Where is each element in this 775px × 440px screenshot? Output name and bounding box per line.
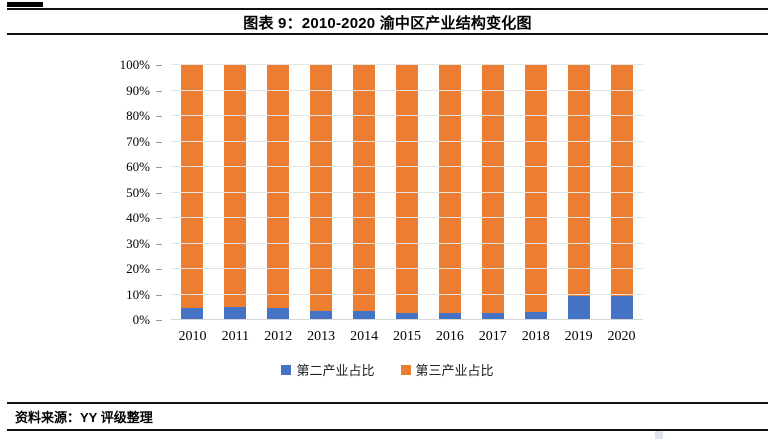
plot-area [171, 64, 643, 320]
y-axis-tick [156, 269, 162, 270]
bar-segment-2015-第二产业占比 [395, 312, 418, 320]
bar-segment-2017-第二产业占比 [481, 313, 504, 320]
x-axis-label-2013: 2013 [307, 329, 336, 344]
y-axis-label: 90% [126, 82, 150, 98]
top-accent-bar [7, 2, 43, 7]
x-axis-labels: 2010 2011 2012 2013 2014 2015 2016 2017 2018 2019… [171, 329, 643, 345]
chart-title: 图表 9：2010-2020 渝中区产业结构变化图 [243, 15, 532, 32]
y-axis-label: 70% [126, 133, 150, 149]
bar-segment-2011-第二产业占比 [224, 306, 247, 320]
x-axis-line [171, 319, 643, 320]
x-axis-label-2016: 2016 [435, 329, 464, 344]
gridline [171, 89, 643, 91]
bar-segment-2018-第三产业占比 [524, 65, 547, 313]
bar-segment-2019-第二产业占比 [567, 296, 590, 320]
header-rule-bottom [7, 33, 768, 35]
bar-segment-2016-第三产业占比 [438, 65, 461, 313]
y-axis-tick [156, 90, 162, 92]
legend-label-tertiary: 第三产业占比 [415, 363, 494, 378]
gridline [171, 217, 643, 218]
gridline [171, 293, 643, 295]
bar-2017 [471, 65, 514, 320]
x-axis-label-2014: 2014 [350, 329, 379, 344]
gridline [171, 64, 643, 65]
x-axis-label-2010: 2010 [178, 329, 207, 344]
gridline [171, 166, 643, 167]
bar-2020 [600, 65, 643, 320]
bar-2010 [171, 65, 214, 320]
bar-segment-2013-第二产业占比 [310, 311, 333, 320]
gridline [171, 191, 643, 193]
y-axis-label: 60% [126, 159, 150, 174]
bar-segment-2020-第二产业占比 [610, 296, 633, 320]
bar-segment-2013-第三产业占比 [310, 65, 333, 312]
footer-rule-bottom [7, 429, 768, 431]
gridline [171, 268, 643, 269]
y-axis-label: 80% [126, 108, 150, 123]
y-axis-tick [156, 243, 162, 245]
y-axis-label: 100% [119, 57, 150, 72]
y-axis-tick [156, 294, 162, 296]
chart-legend: 第二产业占比 第三产业占比 [0, 360, 775, 379]
bar-series-container [171, 65, 643, 320]
y-axis-tick [156, 320, 162, 321]
y-axis-label: 10% [126, 286, 150, 302]
bar-segment-2014-第三产业占比 [353, 65, 376, 312]
bar-2016 [428, 65, 471, 320]
header-rule-top [7, 8, 768, 10]
bar-2015 [386, 65, 429, 320]
y-axis-ticks [156, 65, 164, 321]
y-axis-label: 40% [126, 210, 150, 225]
y-axis-label: 20% [126, 261, 150, 276]
legend-swatch-secondary [281, 364, 292, 375]
y-axis-tick [156, 218, 162, 219]
bar-segment-2010-第三产业占比 [181, 65, 204, 308]
gridline [171, 140, 643, 142]
y-axis-label: 0% [132, 312, 150, 327]
x-axis-label-2015: 2015 [392, 329, 421, 344]
bar-segment-2018-第二产业占比 [524, 312, 547, 320]
scrollbar-thumb[interactable] [655, 431, 663, 439]
bar-2012 [257, 65, 300, 320]
bar-segment-2014-第二产业占比 [353, 311, 376, 320]
gridline [171, 242, 643, 244]
y-axis-tick [156, 65, 162, 66]
bar-segment-2012-第二产业占比 [267, 307, 290, 320]
y-axis-tick [156, 141, 162, 143]
x-axis-label-2012: 2012 [264, 329, 293, 344]
bar-segment-2017-第三产业占比 [481, 65, 504, 314]
x-axis-label-2019: 2019 [564, 329, 593, 344]
bar-segment-2016-第二产业占比 [438, 312, 461, 320]
bar-2013 [300, 65, 343, 320]
bar-segment-2012-第三产业占比 [267, 65, 290, 308]
footer-rule-top [7, 402, 768, 404]
gridline [171, 115, 643, 116]
y-axis-tick [156, 167, 162, 168]
x-axis-label-2017: 2017 [478, 329, 507, 344]
legend-item-secondary: 第二产业占比 [281, 360, 375, 379]
source-note: 资料来源：YY 评级整理 [15, 410, 153, 425]
y-axis-labels: 0% 10% 20% 30% 40% 50% 60% 70% 80% 90% 100% [70, 57, 150, 327]
y-axis-label: 30% [126, 235, 150, 251]
bar-2018 [514, 65, 557, 320]
y-axis-tick [156, 116, 162, 117]
y-axis-label: 50% [126, 184, 150, 200]
legend-swatch-tertiary [400, 364, 411, 375]
y-axis-tick [156, 192, 162, 194]
legend-label-secondary: 第二产业占比 [296, 363, 375, 378]
bar-segment-2020-第三产业占比 [610, 65, 633, 297]
bar-2019 [557, 65, 600, 320]
bar-segment-2015-第三产业占比 [395, 65, 418, 313]
bar-segment-2019-第三产业占比 [567, 65, 590, 297]
x-axis-label-2018: 2018 [521, 329, 550, 344]
x-axis-label-2020: 2020 [607, 329, 636, 344]
x-axis-label-2011: 2011 [221, 329, 250, 344]
bar-2014 [343, 65, 386, 320]
bar-segment-2011-第三产业占比 [224, 65, 247, 307]
bar-2011 [214, 65, 257, 320]
legend-item-tertiary: 第三产业占比 [400, 360, 494, 379]
bar-segment-2010-第二产业占比 [181, 307, 204, 320]
